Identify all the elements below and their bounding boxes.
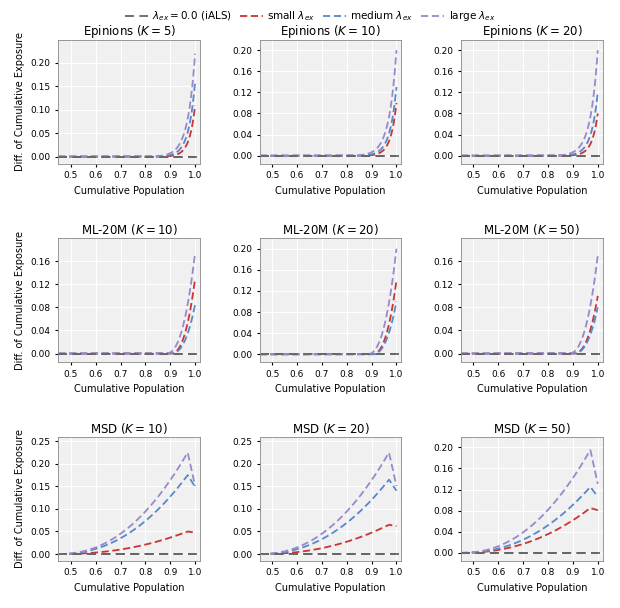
Title: MSD ($K = 50$): MSD ($K = 50$) <box>493 421 570 435</box>
Title: Epinions ($K = 20$): Epinions ($K = 20$) <box>482 22 582 40</box>
Title: ML-20M ($K = 20$): ML-20M ($K = 20$) <box>282 222 379 237</box>
Legend: $\lambda_{ex} = 0.0$ (iALS), small $\lambda_{ex}$, medium $\lambda_{ex}$, large : $\lambda_{ex} = 0.0$ (iALS), small $\lam… <box>120 5 500 27</box>
X-axis label: Cumulative Population: Cumulative Population <box>74 384 185 395</box>
Y-axis label: Diff. of Cumulative Exposure: Diff. of Cumulative Exposure <box>15 32 25 171</box>
Title: MSD ($K = 10$): MSD ($K = 10$) <box>91 421 168 435</box>
X-axis label: Cumulative Population: Cumulative Population <box>477 186 587 196</box>
X-axis label: Cumulative Population: Cumulative Population <box>275 186 386 196</box>
X-axis label: Cumulative Population: Cumulative Population <box>477 583 587 593</box>
Y-axis label: Diff. of Cumulative Exposure: Diff. of Cumulative Exposure <box>15 429 25 568</box>
X-axis label: Cumulative Population: Cumulative Population <box>74 583 185 593</box>
X-axis label: Cumulative Population: Cumulative Population <box>477 384 587 395</box>
Title: Epinions ($K = 10$): Epinions ($K = 10$) <box>280 22 381 40</box>
Title: Epinions ($K = 5$): Epinions ($K = 5$) <box>82 22 176 40</box>
X-axis label: Cumulative Population: Cumulative Population <box>275 583 386 593</box>
X-axis label: Cumulative Population: Cumulative Population <box>275 384 386 395</box>
Y-axis label: Diff. of Cumulative Exposure: Diff. of Cumulative Exposure <box>15 230 25 370</box>
Title: ML-20M ($K = 50$): ML-20M ($K = 50$) <box>484 222 580 237</box>
Title: ML-20M ($K = 10$): ML-20M ($K = 10$) <box>81 222 178 237</box>
Title: MSD ($K = 20$): MSD ($K = 20$) <box>292 421 370 435</box>
X-axis label: Cumulative Population: Cumulative Population <box>74 186 185 196</box>
